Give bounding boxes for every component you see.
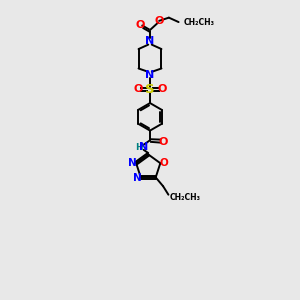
- Text: S: S: [145, 83, 155, 96]
- Text: H: H: [136, 142, 143, 152]
- Text: O: O: [160, 158, 168, 168]
- Text: O: O: [136, 20, 145, 30]
- Text: CH₂CH₃: CH₂CH₃: [169, 194, 200, 202]
- Text: O: O: [133, 85, 143, 94]
- Text: N: N: [139, 142, 148, 152]
- Text: O: O: [157, 85, 167, 94]
- Text: O: O: [154, 16, 164, 26]
- Text: N: N: [146, 70, 154, 80]
- Text: O: O: [159, 137, 168, 147]
- Text: N: N: [128, 158, 137, 168]
- Text: CH₂CH₃: CH₂CH₃: [184, 18, 214, 27]
- Text: N: N: [133, 173, 142, 183]
- Text: N: N: [146, 37, 154, 46]
